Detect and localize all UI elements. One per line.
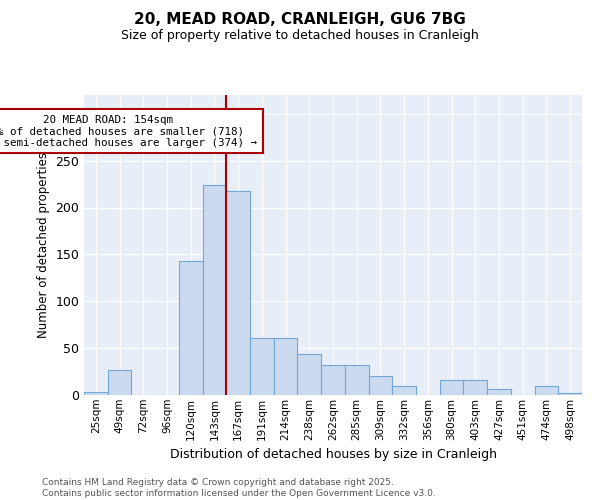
Bar — [535, 386, 558, 395]
Text: Contains HM Land Registry data © Crown copyright and database right 2025.
Contai: Contains HM Land Registry data © Crown c… — [42, 478, 436, 498]
Bar — [108, 370, 131, 395]
Bar — [321, 365, 345, 395]
Bar — [463, 380, 487, 395]
X-axis label: Distribution of detached houses by size in Cranleigh: Distribution of detached houses by size … — [170, 448, 497, 461]
Bar — [298, 354, 321, 395]
Text: 20, MEAD ROAD, CRANLEIGH, GU6 7BG: 20, MEAD ROAD, CRANLEIGH, GU6 7BG — [134, 12, 466, 28]
Bar — [558, 393, 582, 395]
Bar — [84, 392, 108, 395]
Bar — [203, 185, 226, 395]
Bar — [345, 365, 368, 395]
Bar — [250, 338, 274, 395]
Text: 20 MEAD ROAD: 154sqm
← 65% of detached houses are smaller (718)
34% of semi-deta: 20 MEAD ROAD: 154sqm ← 65% of detached h… — [0, 114, 257, 148]
Bar — [392, 386, 416, 395]
Bar — [274, 338, 298, 395]
Bar — [226, 190, 250, 395]
Y-axis label: Number of detached properties: Number of detached properties — [37, 152, 50, 338]
Bar — [368, 376, 392, 395]
Bar — [179, 261, 203, 395]
Text: Size of property relative to detached houses in Cranleigh: Size of property relative to detached ho… — [121, 29, 479, 42]
Bar — [440, 380, 463, 395]
Bar — [487, 390, 511, 395]
